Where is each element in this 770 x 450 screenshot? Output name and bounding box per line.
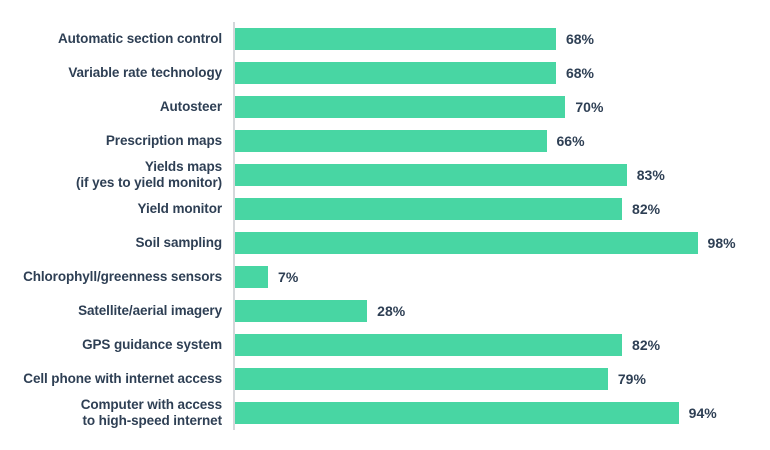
category-label: Soil sampling: [135, 235, 223, 250]
category-label: Computer with access to high-speed inter…: [80, 397, 222, 428]
bar-track: 68%: [235, 22, 770, 56]
bar-track: 82%: [235, 192, 770, 226]
bar-track: 83%: [235, 158, 770, 192]
category-label: Chlorophyll/greenness sensors: [23, 269, 222, 284]
value-label: 7%: [278, 269, 299, 285]
bar: [235, 402, 679, 424]
bar-track: 79%: [235, 362, 770, 396]
value-label: 70%: [575, 99, 604, 115]
value-label: 82%: [632, 337, 661, 353]
category-label: Satellite/aerial imagery: [78, 303, 222, 318]
category-label: Prescription maps: [105, 133, 222, 148]
bar-row: Chlorophyll/greenness sensors 7%: [23, 260, 770, 294]
bar: [235, 28, 556, 50]
category-label: Automatic section control: [57, 31, 222, 46]
value-label: 83%: [636, 167, 665, 183]
bar: [235, 198, 623, 220]
bar: [235, 62, 556, 84]
category-label: Autosteer: [159, 99, 222, 114]
plot-area: Automatic section control 68% Variable r…: [23, 22, 770, 430]
category-label: Cell phone with internet access: [23, 371, 222, 386]
category-label: Yield monitor: [137, 201, 223, 216]
category-label: GPS guidance system: [82, 337, 222, 352]
bar-track: 82%: [235, 328, 770, 362]
bar-track: 94%: [235, 396, 770, 430]
category-label: Variable rate technology: [68, 65, 222, 80]
bar-row: Yields maps (if yes to yield monitor) 83…: [76, 158, 770, 192]
bar-track: 70%: [235, 90, 770, 124]
bar: [235, 164, 627, 186]
bar-row: Autosteer 70%: [160, 90, 770, 124]
category-label: Yields maps (if yes to yield monitor): [75, 159, 222, 190]
bar-track: 28%: [235, 294, 770, 328]
bar: [235, 96, 566, 118]
bar-track: 68%: [235, 56, 770, 90]
bar: [235, 266, 269, 288]
value-label: 79%: [617, 371, 646, 387]
bar-row: Automatic section control 68%: [58, 22, 770, 56]
bar-row: Variable rate technology 68%: [68, 56, 770, 90]
bar-row: Satellite/aerial imagery 28%: [78, 294, 770, 328]
bar-row: Cell phone with internet access 79%: [23, 362, 770, 396]
bar-row: Yield monitor 82%: [138, 192, 770, 226]
bar-row: GPS guidance system 82%: [82, 328, 770, 362]
bar-track: 7%: [235, 260, 770, 294]
bar-row: Soil sampling 98%: [136, 226, 770, 260]
bar: [235, 300, 368, 322]
value-label: 68%: [565, 31, 594, 47]
value-label: 94%: [688, 405, 717, 421]
value-label: 98%: [707, 235, 736, 251]
value-label: 82%: [632, 201, 661, 217]
value-label: 68%: [565, 65, 594, 81]
bar: [235, 130, 547, 152]
bar: [235, 334, 623, 356]
bar-row: Computer with access to high-speed inter…: [81, 396, 770, 430]
bar-row: Prescription maps 66%: [106, 124, 770, 158]
value-label: 66%: [556, 133, 585, 149]
bar-chart: Automatic section control 68% Variable r…: [0, 22, 770, 430]
bar: [235, 232, 698, 254]
value-label: 28%: [377, 303, 406, 319]
bar-track: 98%: [235, 226, 770, 260]
bar: [235, 368, 608, 390]
bar-track: 66%: [235, 124, 770, 158]
